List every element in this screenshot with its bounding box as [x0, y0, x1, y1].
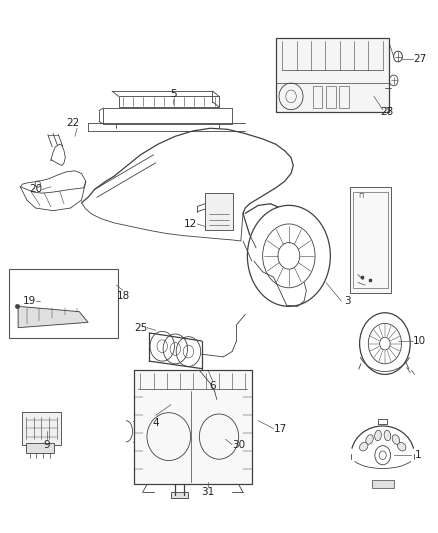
Bar	[134, 370, 252, 484]
Bar	[353, 192, 388, 288]
Bar	[171, 492, 188, 498]
Bar	[372, 480, 394, 488]
Ellipse shape	[398, 442, 406, 451]
Bar	[326, 86, 336, 108]
Text: 30: 30	[232, 440, 245, 450]
Text: 22: 22	[66, 118, 79, 128]
Bar	[205, 193, 233, 230]
Text: 1: 1	[414, 450, 421, 460]
Text: 17: 17	[273, 424, 287, 434]
Bar	[21, 411, 61, 445]
Text: 31: 31	[201, 488, 215, 497]
Text: 28: 28	[381, 107, 394, 117]
Bar	[26, 443, 54, 453]
Ellipse shape	[384, 430, 391, 441]
Text: 18: 18	[117, 290, 130, 301]
Bar	[339, 86, 349, 108]
Bar	[9, 269, 118, 338]
Text: 20: 20	[29, 184, 42, 195]
Text: 27: 27	[413, 54, 427, 64]
Bar	[119, 96, 219, 107]
Bar	[313, 86, 322, 108]
Bar	[350, 187, 392, 293]
Text: 25: 25	[134, 322, 147, 333]
Ellipse shape	[374, 430, 381, 441]
Text: ⊓: ⊓	[358, 193, 364, 199]
Ellipse shape	[392, 435, 399, 445]
Text: 4: 4	[152, 418, 159, 429]
Text: 12: 12	[184, 219, 197, 229]
Bar	[103, 108, 232, 124]
Ellipse shape	[366, 435, 373, 445]
Text: 6: 6	[209, 381, 216, 391]
Text: 10: 10	[413, 336, 427, 346]
Ellipse shape	[360, 442, 368, 451]
Text: 19: 19	[22, 296, 36, 306]
Text: 3: 3	[345, 296, 351, 306]
Text: 5: 5	[170, 88, 177, 99]
Text: 9: 9	[43, 440, 50, 450]
Polygon shape	[18, 306, 88, 328]
Bar	[276, 38, 389, 112]
